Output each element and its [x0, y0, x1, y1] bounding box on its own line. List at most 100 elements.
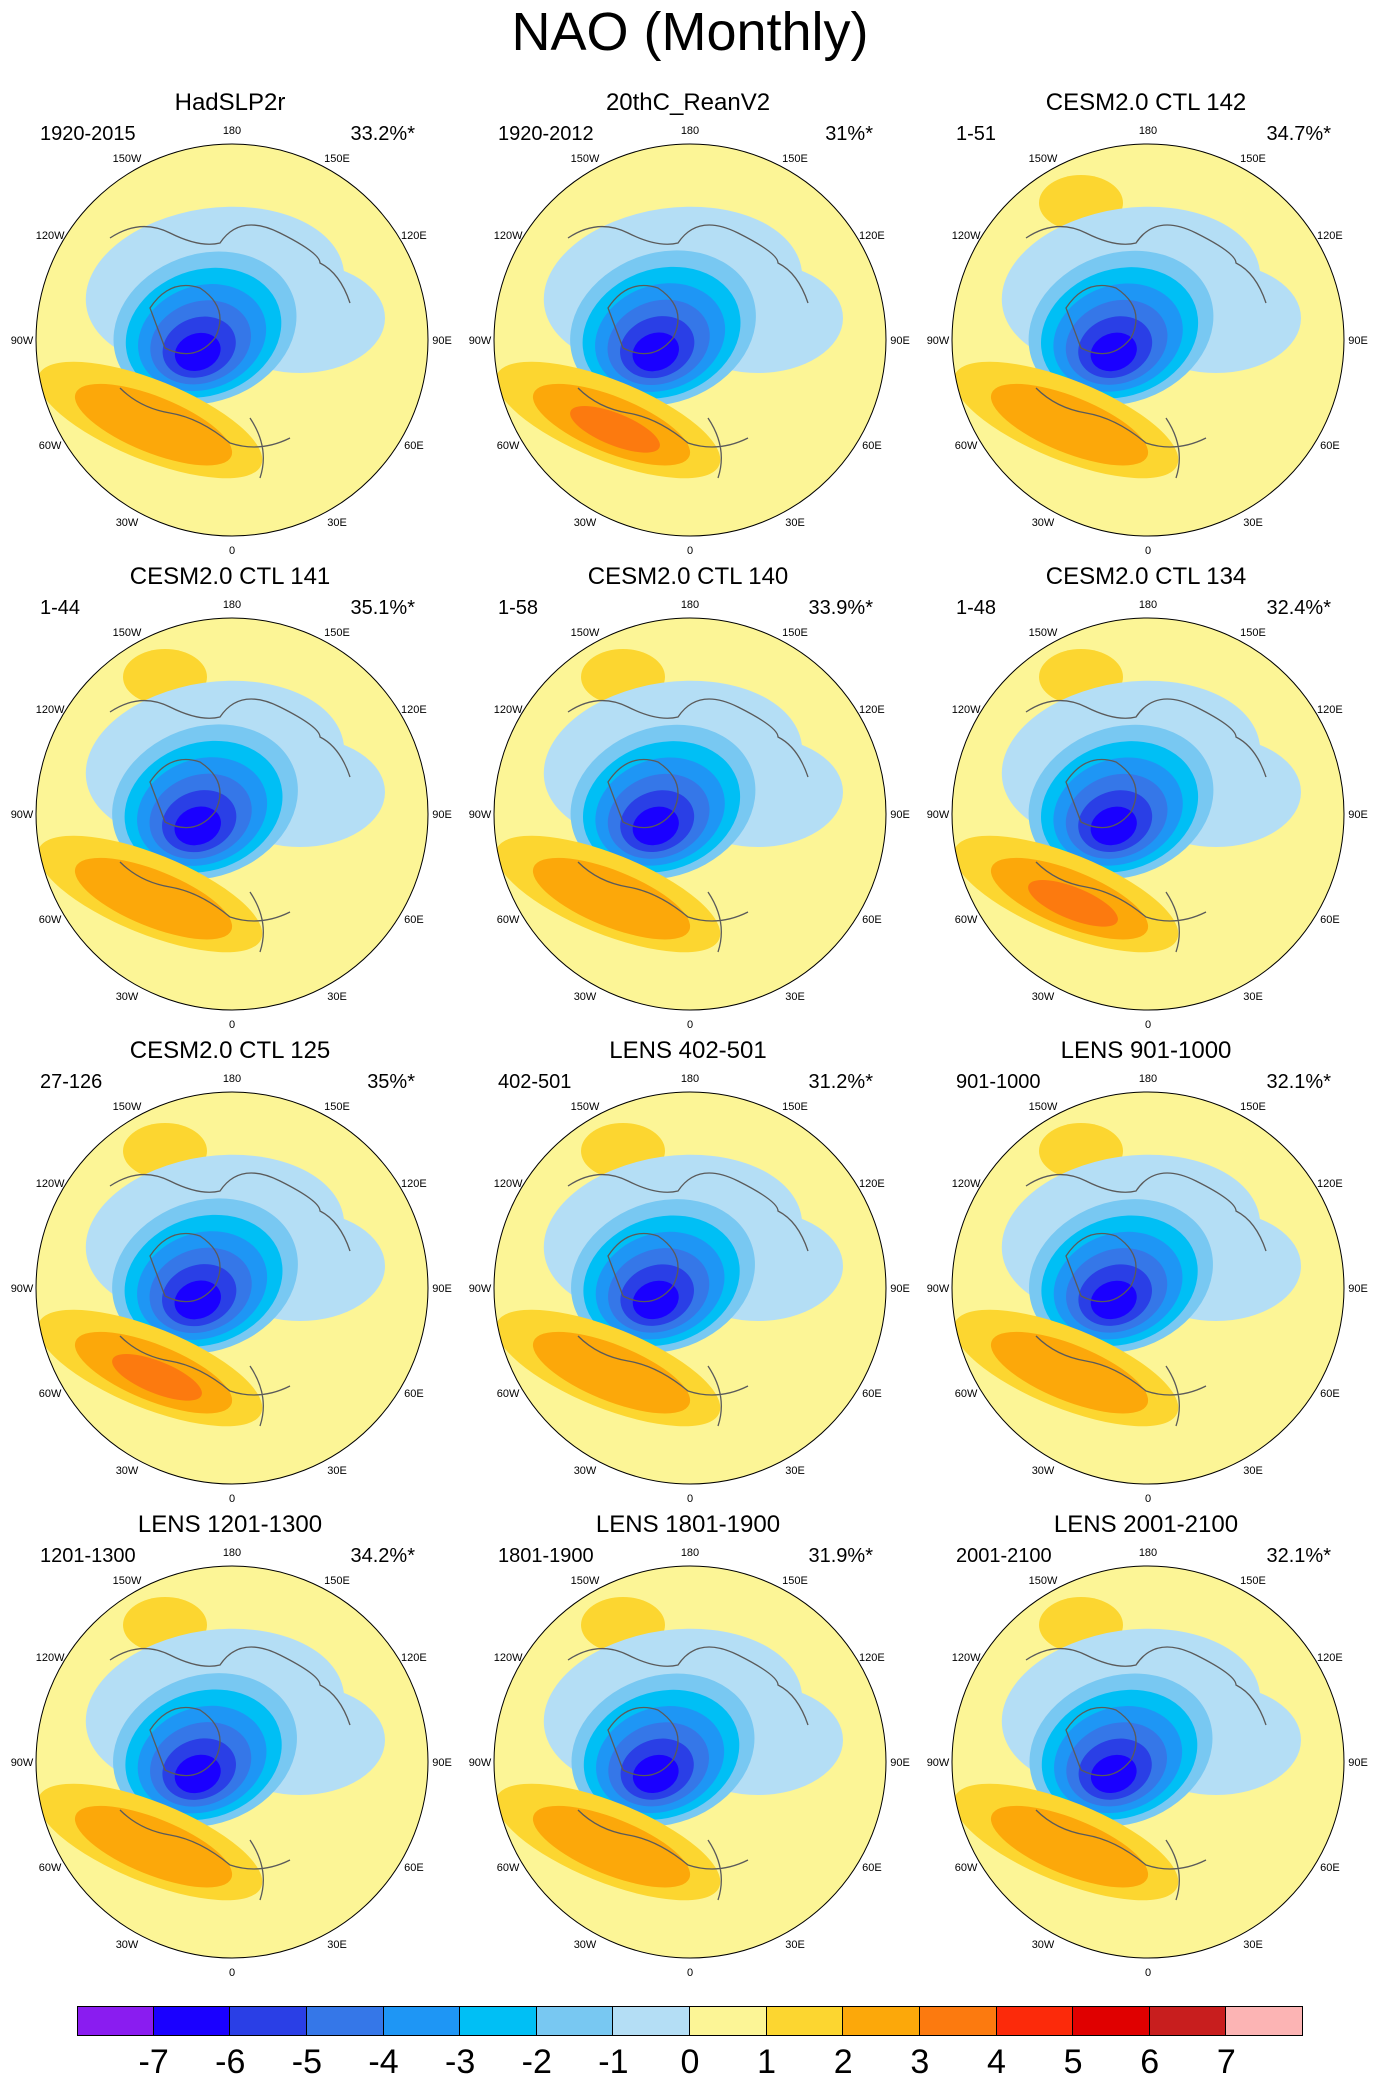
panel-title: LENS 2001-2100 [1053, 1511, 1239, 1538]
longitude-label: 90E [432, 1757, 452, 1769]
panel-years: 1-58 [498, 597, 539, 619]
longitude-label: 150E [1240, 627, 1266, 639]
longitude-label: 30W [1032, 1939, 1055, 1951]
longitude-label: 60W [955, 1388, 978, 1400]
longitude-label: 180 [681, 599, 699, 611]
panel-title: CESM2.0 CTL 141 [129, 563, 331, 590]
longitude-label: 60W [497, 440, 520, 452]
longitude-label: 90E [1348, 809, 1368, 821]
polar-map: 180 150E 120E 90E 60E 30E 0 30W 60W 90W 120W 150W [927, 125, 1368, 557]
colorbar-swatch [306, 2006, 384, 2036]
longitude-label: 30E [1243, 517, 1263, 529]
longitude-label: 30W [116, 517, 139, 529]
polar-map: 180 150E 120E 90E 60E 30E 0 30W 60W 90W 120W 150W [469, 1073, 910, 1505]
panel-variance-percent: 33.9%* [808, 597, 874, 619]
colorbar-tick-label: 7 [1216, 2043, 1236, 2081]
panel-title: LENS 901-1000 [1060, 1037, 1232, 1064]
longitude-label: 120E [1317, 704, 1343, 716]
longitude-label: 60W [39, 440, 62, 452]
longitude-label: 60E [1320, 1388, 1340, 1400]
longitude-label: 90E [432, 335, 452, 347]
longitude-label: 0 [687, 1967, 693, 1979]
longitude-label: 150E [782, 627, 808, 639]
panel-title: CESM2.0 CTL 140 [587, 563, 789, 590]
colorbar-tick-label: -1 [598, 2043, 629, 2081]
longitude-label: 30W [1032, 991, 1055, 1003]
longitude-label: 60W [497, 1862, 520, 1874]
longitude-label: 60W [39, 914, 62, 926]
longitude-label: 150W [571, 1101, 600, 1113]
longitude-label: 60W [497, 914, 520, 926]
longitude-label: 150W [571, 627, 600, 639]
colorbar-swatch [1149, 2006, 1227, 2036]
page-title: NAO (Monthly) [511, 2, 869, 62]
longitude-label: 60E [862, 914, 882, 926]
panel-variance-percent: 32.1%* [1266, 1545, 1332, 1567]
map-panel: 180 150E 120E 90E 60E 30E 0 30W 60W 90W 120W 150W CE… [916, 88, 1376, 558]
longitude-label: 180 [1139, 599, 1157, 611]
longitude-label: 90E [1348, 1757, 1368, 1769]
longitude-label: 30E [785, 991, 805, 1003]
longitude-label: 180 [681, 125, 699, 137]
longitude-label: 90W [927, 1283, 950, 1295]
panel-years: 901-1000 [956, 1071, 1041, 1093]
map-panel: 180 150E 120E 90E 60E 30E 0 30W 60W 90W 120W 150W LE… [916, 1510, 1376, 1980]
longitude-label: 90E [1348, 1283, 1368, 1295]
longitude-label: 150W [113, 627, 142, 639]
longitude-label: 0 [1145, 1967, 1151, 1979]
colorbar-swatch [77, 2006, 154, 2036]
polar-map: 180 150E 120E 90E 60E 30E 0 30W 60W 90W 120W 150W [469, 599, 910, 1031]
longitude-label: 30W [116, 1939, 139, 1951]
longitude-label: 30W [574, 517, 597, 529]
panel-years: 1801-1900 [498, 1545, 594, 1567]
longitude-label: 90W [469, 1757, 492, 1769]
colorbar-tick-label: -5 [291, 2043, 322, 2081]
longitude-label: 90E [890, 1757, 910, 1769]
map-panel: 180 150E 120E 90E 60E 30E 0 30W 60W 90W 120W 150W CE… [0, 1036, 460, 1506]
longitude-label: 150W [1029, 153, 1058, 165]
longitude-label: 120E [401, 704, 427, 716]
longitude-label: 150E [1240, 1575, 1266, 1587]
longitude-label: 0 [229, 1019, 235, 1031]
longitude-label: 150W [1029, 1575, 1058, 1587]
longitude-label: 60E [862, 1862, 882, 1874]
longitude-label: 120W [952, 1178, 981, 1190]
longitude-label: 150W [113, 1101, 142, 1113]
colorbar-tick-label: -6 [215, 2043, 246, 2081]
panel-variance-percent: 32.1%* [1266, 1071, 1332, 1093]
longitude-label: 60W [497, 1388, 520, 1400]
colorbar-tick-label: 6 [1140, 2043, 1160, 2081]
longitude-label: 30W [574, 1465, 597, 1477]
longitude-label: 120E [1317, 1178, 1343, 1190]
map-panel: 180 150E 120E 90E 60E 30E 0 30W 60W 90W 120W 150W 20… [458, 88, 918, 558]
panel-years: 2001-2100 [956, 1545, 1052, 1567]
longitude-label: 30E [327, 517, 347, 529]
colorbar-swatch [843, 2006, 920, 2036]
longitude-label: 30E [1243, 991, 1263, 1003]
panel-variance-percent: 31.9%* [808, 1545, 874, 1567]
longitude-label: 180 [223, 1073, 241, 1085]
colorbar-swatch [153, 2006, 231, 2036]
longitude-label: 120W [36, 704, 65, 716]
panel-title: 20thC_ReanV2 [605, 89, 771, 116]
map-panel: 180 150E 120E 90E 60E 30E 0 30W 60W 90W 120W 150W LE… [916, 1036, 1376, 1506]
longitude-label: 0 [687, 1493, 693, 1505]
longitude-label: 30E [1243, 1465, 1263, 1477]
polar-map: 180 150E 120E 90E 60E 30E 0 30W 60W 90W 120W 150W [11, 1073, 452, 1505]
longitude-label: 120W [952, 704, 981, 716]
panel-title: CESM2.0 CTL 134 [1045, 563, 1247, 590]
colorbar-tick-label: 2 [833, 2043, 853, 2081]
longitude-label: 0 [1145, 1493, 1151, 1505]
longitude-label: 180 [681, 1547, 699, 1559]
longitude-label: 30E [327, 1939, 347, 1951]
longitude-label: 0 [1145, 545, 1151, 557]
longitude-label: 90E [1348, 335, 1368, 347]
colorbar-swatch [383, 2006, 461, 2036]
longitude-label: 120W [952, 1652, 981, 1664]
longitude-label: 150W [571, 153, 600, 165]
longitude-label: 60E [1320, 914, 1340, 926]
panel-variance-percent: 31.2%* [808, 1071, 874, 1093]
panel-title: CESM2.0 CTL 142 [1045, 89, 1247, 116]
longitude-label: 0 [229, 1493, 235, 1505]
longitude-label: 60E [404, 1862, 424, 1874]
